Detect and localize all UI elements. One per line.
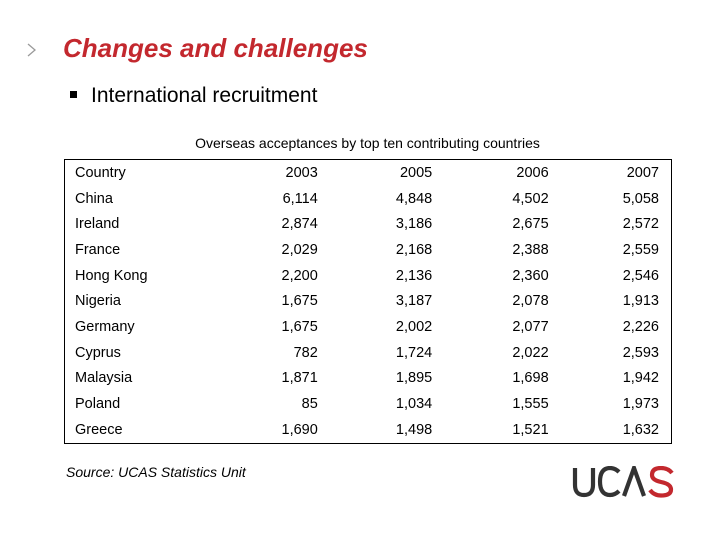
cell-2003: 2,029 [281, 241, 318, 258]
cell-country: France [75, 241, 121, 258]
cell-2007: 1,913 [622, 293, 659, 310]
cell-2005: 2,136 [395, 267, 433, 284]
cell-2006: 4,502 [512, 190, 549, 207]
cell-2006: 2,675 [512, 216, 549, 233]
cell-2007: 1,632 [622, 421, 659, 438]
cell-2005: 1,498 [395, 421, 433, 438]
cell-2007: 1,942 [622, 370, 659, 387]
table-row: Poland 85 1,034 1,555 1,973 [65, 391, 672, 417]
cell-2003: 782 [293, 344, 318, 361]
cell-2005: 2,168 [395, 241, 433, 258]
header-2005: 2005 [399, 164, 433, 181]
square-bullet-icon [70, 90, 77, 98]
cell-2003: 1,690 [281, 421, 318, 438]
cell-2005: 1,895 [395, 370, 433, 387]
table-row: China 6,114 4,848 4,502 5,058 [65, 186, 672, 212]
bullet-item: International recruitment [70, 84, 317, 108]
cell-2005: 3,186 [395, 216, 433, 233]
bullet-text: International recruitment [91, 84, 318, 107]
header-2006: 2006 [516, 164, 549, 181]
ucas-logo [572, 466, 674, 498]
cell-2006: 2,388 [512, 241, 549, 258]
cell-country: China [75, 190, 113, 207]
cell-2007: 2,593 [622, 344, 659, 361]
cell-2006: 2,022 [512, 344, 549, 361]
cell-2007: 2,226 [622, 318, 659, 335]
cell-2006: 2,360 [512, 267, 549, 284]
cell-2003: 2,200 [281, 267, 318, 284]
source-note: Source: UCAS Statistics Unit [66, 464, 246, 480]
cell-2007: 2,572 [622, 216, 659, 233]
cell-2006: 1,521 [512, 421, 549, 438]
table-row: Cyprus 782 1,724 2,022 2,593 [65, 340, 672, 366]
table-row: Hong Kong 2,200 2,136 2,360 2,546 [65, 263, 672, 289]
cell-2005: 1,724 [395, 344, 433, 361]
cell-2006: 1,555 [512, 396, 549, 413]
cell-country: Greece [75, 421, 123, 438]
cell-2005: 3,187 [395, 293, 433, 310]
cell-2003: 1,871 [281, 370, 318, 387]
acceptances-table: Country 2003 2005 2006 2007 China 6,114 … [64, 159, 672, 444]
cell-country: Ireland [75, 216, 120, 233]
cell-2005: 1,034 [395, 396, 433, 413]
table-row: Ireland 2,874 3,186 2,675 2,572 [65, 211, 672, 237]
header-2007: 2007 [626, 164, 659, 181]
table-row: Malaysia 1,871 1,895 1,698 1,942 [65, 366, 672, 392]
cell-2003: 85 [301, 396, 318, 413]
chevron-right-icon [27, 43, 36, 57]
cell-2003: 2,874 [281, 216, 318, 233]
cell-2003: 6,114 [282, 190, 318, 207]
cell-country: Malaysia [75, 370, 133, 387]
cell-country: Germany [75, 318, 135, 335]
cell-country: Nigeria [75, 293, 121, 310]
cell-2005: 4,848 [395, 190, 433, 207]
table-row: France 2,029 2,168 2,388 2,559 [65, 237, 672, 263]
table-row: Greece 1,690 1,498 1,521 1,632 [65, 417, 672, 443]
table-row: Germany 1,675 2,002 2,077 2,226 [65, 314, 672, 340]
cell-2003: 1,675 [281, 293, 318, 310]
slide-title: Changes and challenges [63, 33, 368, 63]
cell-country: Poland [75, 396, 121, 413]
cell-2007: 5,058 [622, 190, 659, 207]
cell-country: Hong Kong [75, 267, 148, 284]
cell-2007: 1,973 [622, 396, 659, 413]
cell-2007: 2,546 [622, 267, 659, 284]
cell-country: Cyprus [75, 344, 121, 361]
cell-2007: 2,559 [622, 241, 659, 258]
table-row: Nigeria 1,675 3,187 2,078 1,913 [65, 288, 672, 314]
cell-2006: 1,698 [512, 370, 549, 387]
table-header-row: Country 2003 2005 2006 2007 [65, 160, 672, 186]
cell-2006: 2,077 [512, 318, 549, 335]
cell-2003: 1,675 [281, 318, 318, 335]
header-2003: 2003 [285, 164, 318, 181]
cell-2005: 2,002 [395, 318, 433, 335]
cell-2006: 2,078 [512, 293, 549, 310]
header-country: Country [75, 164, 126, 181]
table-caption: Overseas acceptances by top ten contribu… [195, 135, 540, 151]
